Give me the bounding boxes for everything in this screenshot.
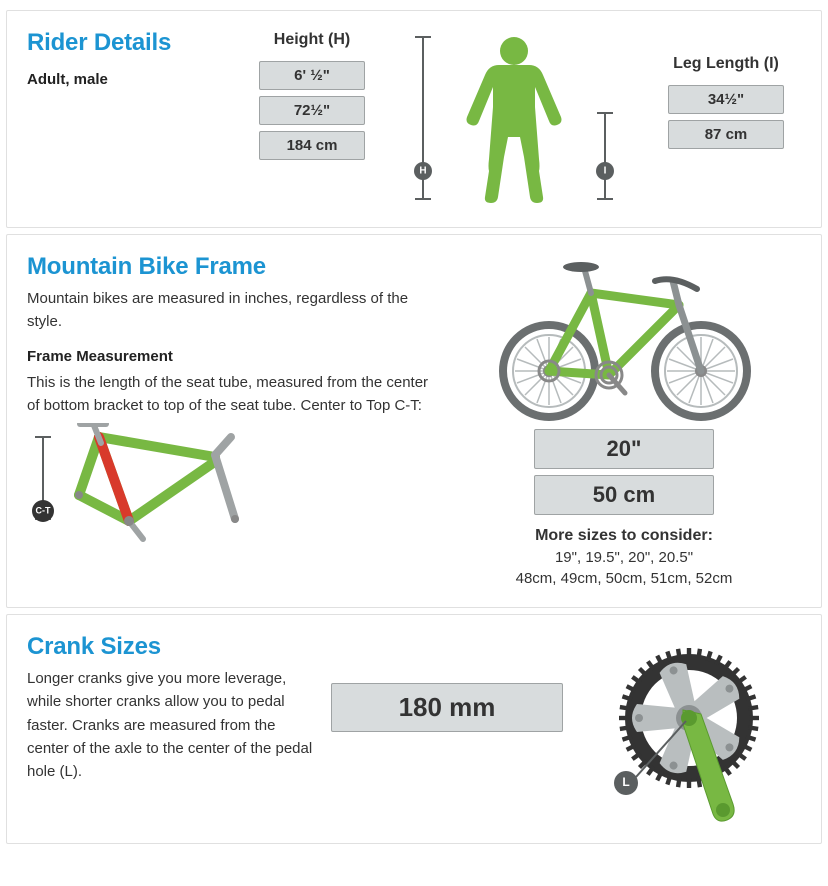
crank-value: 180 mm <box>331 683 563 732</box>
svg-text:H: H <box>419 166 426 177</box>
height-value-0: 6' ½" <box>259 61 365 90</box>
leg-column: Leg Length (I) 34½" 87 cm <box>651 29 801 207</box>
frame-meas-text: This is the length of the seat tube, mea… <box>27 371 437 418</box>
height-value-1: 72½" <box>259 96 365 125</box>
frame-diagram-icon: C-T <box>27 423 287 553</box>
leg-label: Leg Length (I) <box>673 55 779 73</box>
height-column: Height (H) 6' ½" 72½" 184 cm <box>247 29 377 207</box>
bike-icon <box>479 253 769 423</box>
frame-size-0: 20" <box>534 429 714 469</box>
frame-text-block: Mountain Bike Frame Mountain bikes are m… <box>27 253 437 587</box>
more-sizes-head: More sizes to consider: <box>535 527 713 545</box>
frame-intro: Mountain bikes are measured in inches, r… <box>27 287 437 334</box>
rider-title: Rider Details <box>27 29 237 57</box>
svg-text:I: I <box>604 166 607 177</box>
leg-value-1: 87 cm <box>668 120 784 149</box>
frame-values-block: 20" 50 cm More sizes to consider: 19", 1… <box>447 253 801 587</box>
height-label: Height (H) <box>274 31 350 49</box>
leg-value-0: 34½" <box>668 85 784 114</box>
crank-value-block: 180 mm <box>327 633 567 823</box>
crankset-icon: L <box>594 633 784 823</box>
svg-text:L: L <box>622 775 629 789</box>
frame-title: Mountain Bike Frame <box>27 253 437 281</box>
section-rider-details: Rider Details Adult, male Height (H) 6' … <box>6 10 822 228</box>
rider-text-block: Rider Details Adult, male <box>27 29 237 207</box>
more-sizes-inch: 19", 19.5", 20", 20.5" <box>555 549 693 566</box>
section-bike-frame: Mountain Bike Frame Mountain bikes are m… <box>6 234 822 608</box>
frame-meas-head: Frame Measurement <box>27 348 437 365</box>
crank-graphic: L <box>577 633 801 823</box>
rider-subtitle: Adult, male <box>27 71 237 88</box>
svg-text:C-T: C-T <box>36 505 51 515</box>
section-crank-sizes: Crank Sizes Longer cranks give you more … <box>6 614 822 844</box>
crank-text-block: Crank Sizes Longer cranks give you more … <box>27 633 317 823</box>
crank-text: Longer cranks give you more leverage, wh… <box>27 667 317 783</box>
more-sizes-cm: 48cm, 49cm, 50cm, 51cm, 52cm <box>516 570 733 587</box>
rider-silhouette: H I <box>387 29 641 207</box>
crank-title: Crank Sizes <box>27 633 317 661</box>
frame-size-1: 50 cm <box>534 475 714 515</box>
height-value-2: 184 cm <box>259 131 365 160</box>
